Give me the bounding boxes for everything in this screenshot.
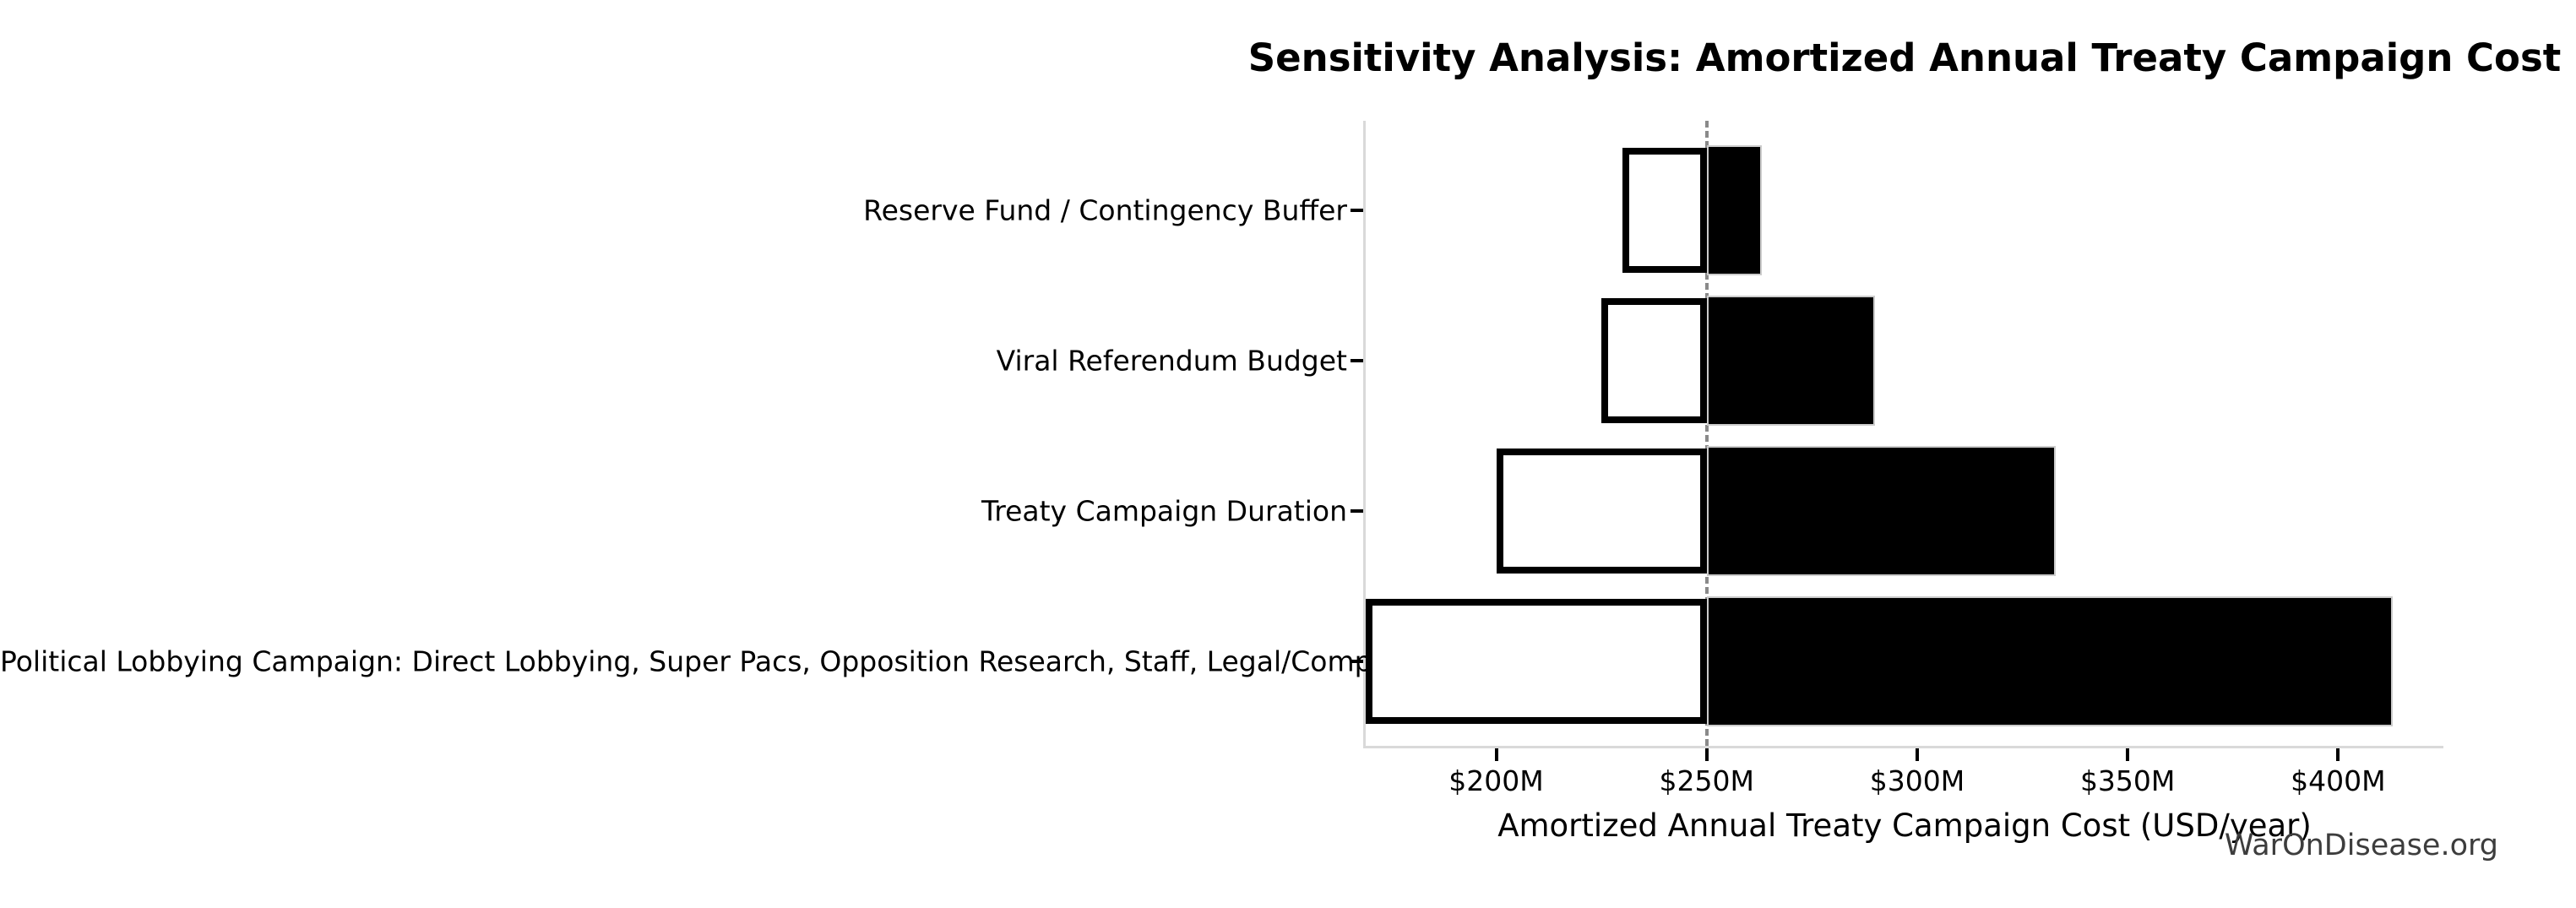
- bar-low-segment: [1622, 148, 1707, 273]
- x-tick-mark: [2336, 748, 2340, 761]
- category-label: Treaty Campaign Duration: [981, 494, 1347, 528]
- category-label: Reserve Fund / Contingency Buffer: [863, 193, 1347, 227]
- category-label: Viral Referendum Budget: [996, 344, 1347, 378]
- x-axis-label: Amortized Annual Treaty Campaign Cost (U…: [1497, 807, 2312, 844]
- x-axis-spine: [1363, 746, 2443, 748]
- watermark: WarOnDisease.org: [2224, 829, 2498, 862]
- x-tick-label: $400M: [2291, 764, 2386, 797]
- bar-high-segment: [1706, 145, 1762, 275]
- y-tick-mark: [1350, 359, 1363, 362]
- bar-low-segment: [1366, 599, 1707, 724]
- baseline-dashed-line: [1704, 121, 1709, 746]
- bar-high-segment: [1706, 446, 2057, 576]
- x-tick-label: $250M: [1659, 764, 1754, 797]
- bar-low-segment: [1496, 449, 1707, 574]
- y-tick-mark: [1350, 660, 1363, 663]
- x-tick-mark: [1704, 748, 1709, 761]
- y-tick-mark: [1350, 509, 1363, 513]
- bar-high-segment: [1706, 296, 1876, 426]
- x-tick-mark: [2126, 748, 2130, 761]
- y-tick-mark: [1350, 209, 1363, 212]
- bar-low-segment: [1601, 298, 1707, 423]
- chart-title: Sensitivity Analysis: Amortized Annual T…: [1247, 35, 2562, 80]
- category-label: Political Lobbying Campaign: Direct Lobb…: [0, 644, 1455, 678]
- bar-high-segment: [1706, 596, 2394, 726]
- x-tick-label: $350M: [2079, 764, 2176, 797]
- x-tick-mark: [1494, 748, 1498, 761]
- x-tick-label: $200M: [1448, 764, 1544, 797]
- x-tick-label: $300M: [1869, 764, 1965, 797]
- y-axis-spine: [1363, 121, 1366, 748]
- x-tick-mark: [1915, 748, 1919, 761]
